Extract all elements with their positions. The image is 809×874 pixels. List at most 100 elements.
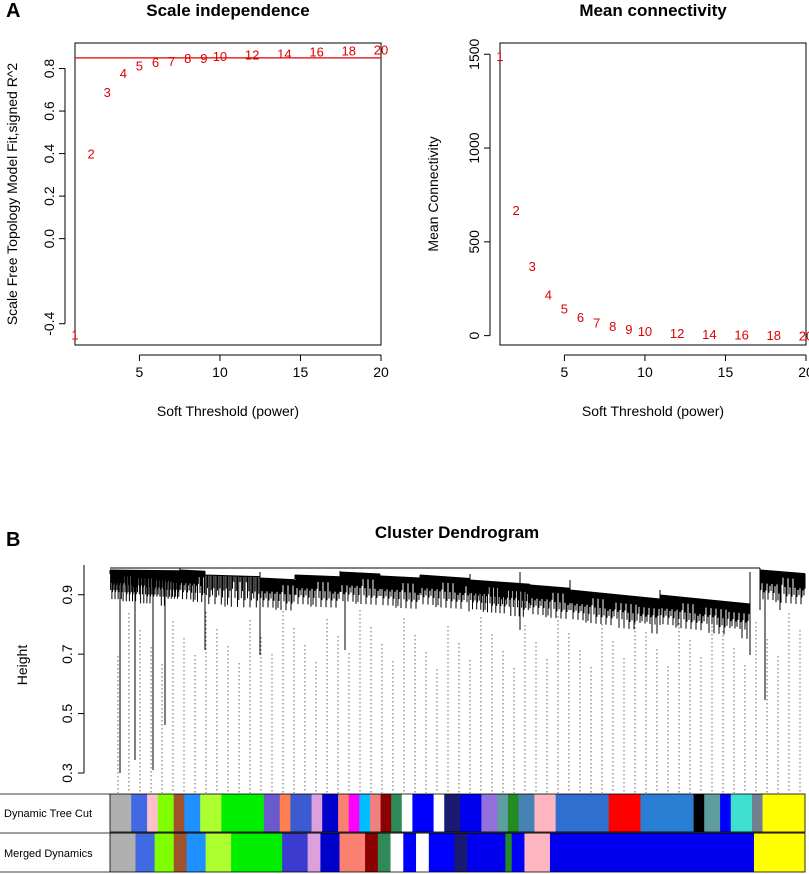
scale-independence-ylabel: Scale Free Topology Model Fit,signed R^2 [4, 63, 20, 326]
dendrogram-leaf-guides [117, 610, 801, 793]
mean-connectivity-point: 2 [512, 203, 519, 218]
scale-independence-ticks: 5 10 15 20-0.40.00.20.40.60.8 [41, 59, 389, 380]
mean-connectivity-point: 8 [609, 319, 616, 334]
scale-independence-x-tick-label: 15 [293, 364, 309, 380]
color-track-segment [412, 794, 434, 832]
color-track-segment [704, 794, 721, 832]
mean-connectivity-point: 16 [734, 328, 748, 343]
scale-independence-point: 14 [277, 47, 291, 62]
mean-connectivity-ylabel: Mean Connectivity [425, 136, 441, 251]
color-track-segment [460, 794, 482, 832]
mean-connectivity-xlabel: Soft Threshold (power) [582, 403, 724, 419]
mean-connectivity-point: 18 [767, 328, 781, 343]
color-track-segment [110, 833, 136, 872]
dendrogram-color-tracks [0, 793, 806, 873]
scale-independence-x-tick-label: 5 [136, 364, 144, 380]
color-track-segment [640, 794, 694, 832]
scale-independence-y-tick-label: 0.2 [41, 186, 57, 206]
track-label-dynamic-tree-cut: Dynamic Tree Cut [4, 808, 92, 820]
scale-independence-point: 7 [168, 54, 175, 69]
color-track-segment [369, 794, 381, 832]
mean-connectivity-y-tick-label: 1500 [466, 38, 482, 69]
scale-independence-point: 10 [213, 49, 227, 64]
color-track-segment [518, 794, 535, 832]
color-track-segment [231, 833, 283, 872]
dendrogram-y-tick-label: 0.3 [59, 763, 75, 783]
color-track-segment [173, 833, 187, 872]
color-track-segment [720, 794, 732, 832]
mean-connectivity-point: 5 [561, 301, 568, 316]
mean-connectivity-frame [499, 42, 807, 346]
color-track-segment [497, 794, 509, 832]
mean-connectivity-point: 9 [625, 322, 632, 337]
scale-independence-point: 3 [104, 85, 111, 100]
scale-independence-y-tick-label: 0.6 [41, 101, 57, 121]
dendrogram-y-tick-label: 0.7 [59, 644, 75, 664]
color-track-segment [751, 794, 763, 832]
panel-letter-b: B [6, 529, 20, 551]
color-track-segment [428, 833, 455, 872]
color-track-segment [339, 833, 366, 872]
color-track-segment [200, 794, 222, 832]
scale-independence-x-tick-label: 10 [212, 364, 228, 380]
color-track-border [109, 793, 806, 833]
mean-connectivity-point: 1 [496, 49, 503, 64]
color-track-segment [110, 794, 132, 832]
color-track-segment [157, 794, 174, 832]
color-track-segment [390, 833, 404, 872]
color-track-segment [135, 833, 155, 872]
scale-independence-point: 9 [200, 51, 207, 66]
mean-connectivity-x-tick-label: 10 [637, 364, 653, 380]
color-track-segment [693, 794, 705, 832]
color-track-segment [507, 794, 519, 832]
color-track-segment [753, 833, 806, 872]
scale-independence-point: 18 [342, 43, 356, 58]
dendrogram-y-tick-label: 0.9 [59, 585, 75, 605]
color-track-segment [380, 794, 392, 832]
color-track-dynamic-tree-cut [109, 793, 806, 833]
scale-independence-frame [74, 42, 382, 346]
cluster-dendrogram-title: Cluster Dendrogram [375, 523, 539, 542]
color-track-segment [186, 833, 206, 872]
color-track-segment [320, 833, 340, 872]
scale-independence-y-tick-label: 0.0 [41, 229, 57, 249]
color-track-segment [173, 794, 185, 832]
color-track-segment [730, 794, 753, 832]
mean-connectivity-point: 20 [799, 328, 809, 343]
track-label-merged-dynamics: Merged Dynamics [4, 848, 93, 860]
color-track-segment [307, 833, 321, 872]
color-track-segment [365, 833, 379, 872]
mean-connectivity-point: 14 [702, 327, 716, 342]
mean-connectivity-y-tick-label: 1000 [466, 132, 482, 163]
color-track-segment [282, 833, 308, 872]
scale-independence-title: Scale independence [146, 1, 309, 20]
mean-connectivity-x-tick-label: 15 [718, 364, 734, 380]
color-track-segment [279, 794, 291, 832]
scale-independence-point: 8 [184, 51, 191, 66]
color-track-segment [263, 794, 281, 832]
color-track-segment [555, 794, 609, 832]
color-track-segment [762, 794, 806, 832]
panel-letter-a: A [6, 0, 20, 22]
mean-connectivity-y-tick-label: 0 [466, 332, 482, 340]
cluster-dendrogram-chart: Cluster Dendrogram Height 0.3 0.5 0.7 0.9 D… [0, 523, 806, 873]
scale-independence-y-tick-label: -0.4 [41, 311, 57, 335]
scale-independence-point: 1 [71, 327, 78, 342]
color-track-segment [131, 794, 148, 832]
scale-independence-point: 6 [152, 55, 159, 70]
color-track-segment [481, 794, 498, 832]
mean-connectivity-point: 3 [529, 259, 536, 274]
scale-independence-y-tick-label: 0.4 [41, 144, 57, 164]
mean-connectivity-point: 10 [638, 324, 652, 339]
dendrogram-branches [109, 567, 806, 773]
mean-connectivity-point: 4 [545, 287, 552, 302]
scale-independence-point: 20 [374, 42, 388, 57]
mean-connectivity-chart: Mean connectivity Soft Threshold (power)… [425, 1, 809, 419]
color-track-segment [348, 794, 360, 832]
dendrogram-ylabel: Height [14, 645, 30, 686]
color-track-segment [221, 794, 265, 832]
scale-independence-point: 5 [136, 58, 143, 73]
color-track-segment [338, 794, 350, 832]
